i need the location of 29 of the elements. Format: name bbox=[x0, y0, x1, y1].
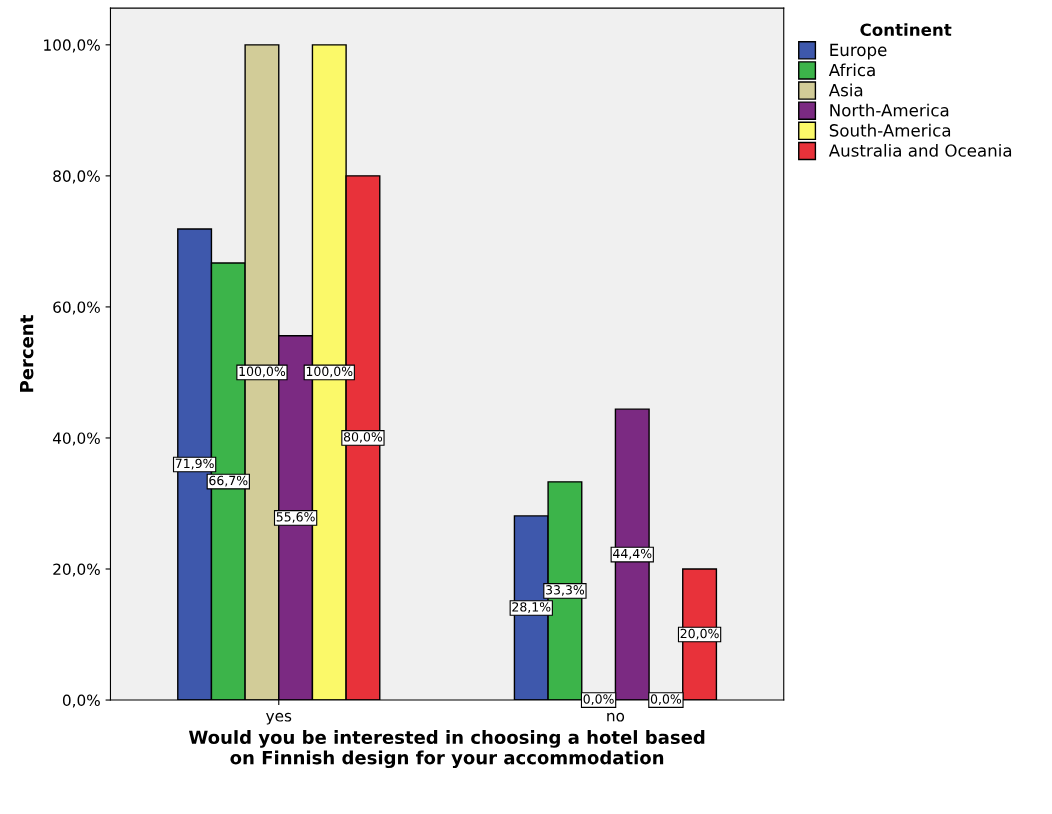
y-axis-title: Percent bbox=[20, 315, 34, 392]
data-label: 33,3% bbox=[546, 585, 585, 596]
y-tick-label: 80,0% bbox=[53, 170, 100, 184]
y-tick-label: 0,0% bbox=[62, 694, 100, 708]
legend-label: Europe bbox=[830, 43, 887, 60]
y-tick-label: 20,0% bbox=[53, 563, 100, 577]
y-tick-label: 100,0% bbox=[44, 39, 100, 53]
data-label: 28,1% bbox=[512, 602, 551, 613]
data-label: 20,0% bbox=[680, 628, 719, 640]
data-label: 44,4% bbox=[613, 548, 652, 560]
legend-label: Australia and Oceania bbox=[828, 143, 1012, 157]
x-tick-label: yes bbox=[266, 712, 292, 725]
legend-label: Asia bbox=[828, 83, 863, 97]
legend-label: Africa bbox=[828, 63, 875, 77]
legend-title: Continent bbox=[860, 23, 952, 37]
data-label: 100,0% bbox=[239, 366, 286, 378]
data-label: 80,0% bbox=[343, 432, 383, 443]
y-tick-label: 40,0% bbox=[52, 432, 100, 446]
data-label: 66,7% bbox=[209, 475, 248, 487]
data-label: 71,9% bbox=[175, 458, 214, 470]
legend-label: South-America bbox=[829, 123, 951, 137]
y-tick-label: 60,0% bbox=[53, 301, 100, 315]
x-tick-label: no bbox=[607, 712, 625, 722]
data-label: 100,0% bbox=[306, 366, 353, 378]
legend-label: North-America bbox=[830, 103, 949, 117]
data-label: 0,0% bbox=[583, 694, 614, 705]
data-label: 55,6% bbox=[276, 512, 315, 523]
x-axis-title: Would you be interested in choosing a hotel based on Finnish design for your accommodation bbox=[188, 730, 705, 769]
data-label: 0,0% bbox=[650, 694, 682, 705]
